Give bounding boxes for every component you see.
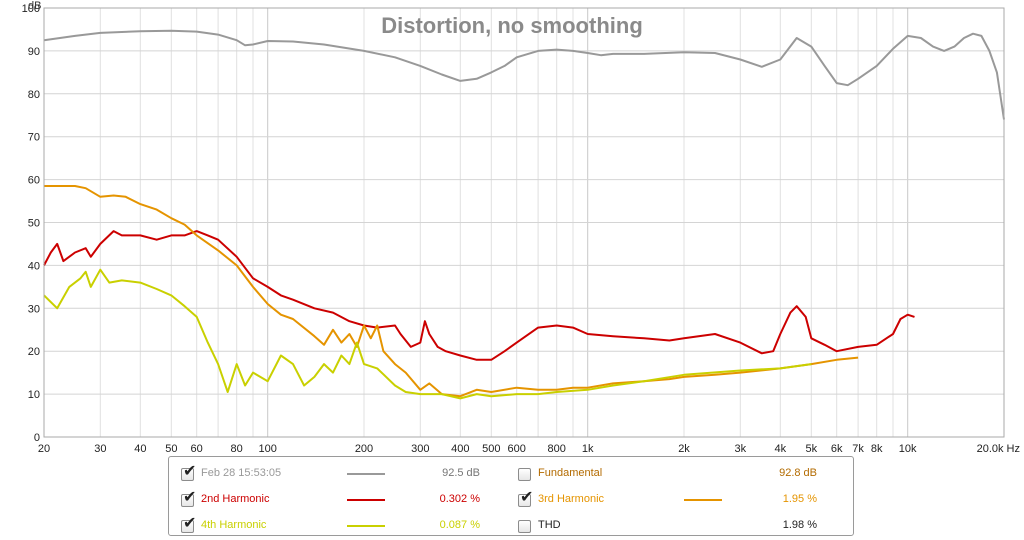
- x-tick-label: 100: [258, 443, 276, 455]
- grid-lines: [43, 7, 1005, 438]
- x-tick-label: 3k: [735, 443, 747, 455]
- x-tick-label: 5k: [806, 443, 818, 455]
- legend-checkbox-feb-28-15-53-05[interactable]: ✔: [181, 463, 196, 481]
- legend: ✔ Feb 28 15:53:05 92.5 dB Fundamental 92.8 d…: [168, 456, 854, 536]
- y-axis-label: dB: [28, 0, 41, 12]
- series-lines: [43, 29, 1005, 400]
- x-tick-label: 80: [231, 443, 243, 455]
- y-tick-labels: 0 10 20 30 40 50 60 70 80 90 100: [22, 3, 40, 444]
- legend-label: 3rd Harmonic: [538, 493, 605, 505]
- legend-swatch: [347, 473, 385, 475]
- chart-title: Distortion, no smoothing: [381, 13, 643, 38]
- legend-checkbox-3rd-harmonic[interactable]: ✔: [518, 489, 533, 507]
- x-tick-label: 60: [191, 443, 203, 455]
- x-tick-labels: 20 30 40 50 60 80 100 200 300 400 500 600 800 1k 2k 3k 4…: [38, 443, 1020, 455]
- legend-value: 92.5 dB: [442, 467, 480, 479]
- x-tick-label: 40: [134, 443, 146, 455]
- legend-item-4th-harmonic: ✔ 4th Harmonic 0.087 %: [181, 515, 501, 537]
- legend-swatch: [684, 499, 722, 501]
- legend-label: Fundamental: [538, 467, 603, 479]
- x-tick-label: 600: [507, 443, 525, 455]
- x-tick-label: 7k: [852, 443, 864, 455]
- series-line-4th-harmonic: [43, 268, 812, 400]
- x-tick-label: 8k: [871, 443, 883, 455]
- y-tick-label: 30: [28, 303, 40, 315]
- legend-label: THD: [538, 519, 561, 531]
- y-tick-label: 50: [28, 218, 40, 230]
- x-tick-label: 4k: [775, 443, 787, 455]
- x-tick-label: 500: [482, 443, 500, 455]
- x-tick-label: 800: [547, 443, 565, 455]
- y-tick-label: 0: [34, 432, 40, 444]
- legend-swatch: [347, 499, 385, 501]
- checkmark-icon: ✔: [183, 513, 197, 532]
- legend-item-fundamental: Fundamental 92.8 dB: [518, 465, 838, 485]
- legend-label: 4th Harmonic: [201, 519, 267, 531]
- y-tick-label: 100: [22, 3, 40, 15]
- legend-swatch: [347, 525, 385, 527]
- legend-item-2nd-harmonic: ✔ 2nd Harmonic 0.302 %: [181, 489, 501, 511]
- plot-border: [43, 7, 1005, 438]
- legend-item-thd: THD 1.98 %: [518, 517, 838, 537]
- legend-checkbox-thd[interactable]: [518, 520, 531, 533]
- x-tick-label: 6k: [831, 443, 843, 455]
- legend-checkbox-2nd-harmonic[interactable]: ✔: [181, 489, 196, 507]
- legend-value: 0.302 %: [439, 493, 480, 505]
- legend-checkbox-fundamental[interactable]: [518, 468, 531, 481]
- series-line-feb-28-15-53-05: [43, 29, 1005, 120]
- x-tick-label: 300: [411, 443, 429, 455]
- x-tick-label: 20.0k Hz: [977, 443, 1020, 455]
- legend-value: 1.98 %: [782, 519, 817, 531]
- x-tick-label: 10k: [899, 443, 917, 455]
- x-tick-label: 400: [451, 443, 469, 455]
- legend-label: Feb 28 15:53:05: [201, 467, 282, 479]
- x-tick-label: 30: [94, 443, 106, 455]
- checkmark-icon: ✔: [183, 487, 197, 506]
- x-tick-label: 1k: [582, 443, 594, 455]
- y-tick-label: 40: [28, 260, 40, 272]
- series-line-2nd-harmonic: [43, 230, 915, 361]
- legend-value: 1.95 %: [782, 493, 817, 505]
- y-tick-label: 20: [28, 346, 40, 358]
- y-tick-label: 90: [28, 46, 40, 58]
- legend-item-feb-28-15-53-05: ✔ Feb 28 15:53:05 92.5 dB: [181, 463, 501, 485]
- y-tick-label: 60: [28, 175, 40, 187]
- y-tick-label: 70: [28, 132, 40, 144]
- x-tick-label: 200: [355, 443, 373, 455]
- x-tick-label: 20: [38, 443, 50, 455]
- x-tick-label: 50: [165, 443, 177, 455]
- legend-value: 92.8 dB: [779, 467, 817, 479]
- y-tick-label: 10: [28, 389, 40, 401]
- y-tick-label: 80: [28, 89, 40, 101]
- legend-checkbox-4th-harmonic[interactable]: ✔: [181, 515, 196, 533]
- checkmark-icon: ✔: [520, 487, 534, 506]
- checkmark-icon: ✔: [183, 461, 197, 480]
- legend-item-3rd-harmonic: ✔ 3rd Harmonic 1.95 %: [518, 489, 838, 511]
- legend-label: 2nd Harmonic: [201, 493, 270, 505]
- x-tick-label: 2k: [678, 443, 690, 455]
- legend-value: 0.087 %: [439, 519, 480, 531]
